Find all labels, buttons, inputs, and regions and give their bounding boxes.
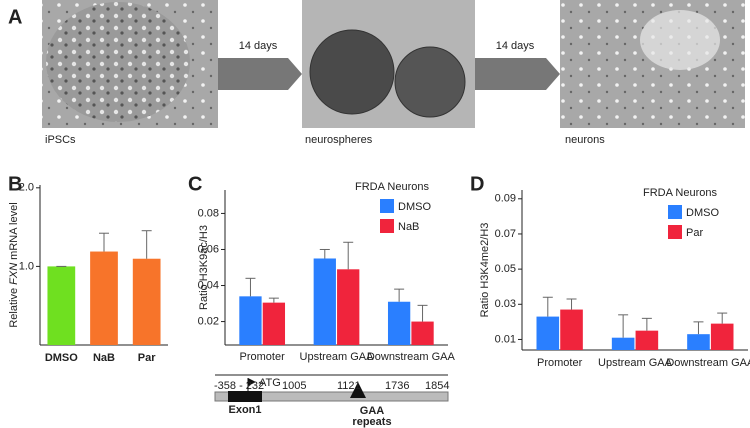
y-tick-label: 2.0 <box>19 182 34 194</box>
bar <box>560 309 583 350</box>
neurosphere <box>394 46 466 118</box>
bar <box>611 337 635 350</box>
y-axis-label-part: Ratio H3K9ac/H3 <box>198 225 210 310</box>
x-tick-label: Downstream GAA <box>666 357 750 369</box>
exon <box>228 391 262 402</box>
arrow <box>475 58 560 90</box>
caption: iPSCs <box>45 134 76 146</box>
legend-label: DMSO <box>686 207 719 219</box>
legend-swatch <box>668 205 682 219</box>
x-tick-label: DMSO <box>45 352 78 364</box>
panel-label: B <box>8 173 22 195</box>
bar <box>90 251 118 345</box>
bar <box>635 330 659 350</box>
atg-flag <box>248 378 256 386</box>
y-tick-label: 0.04 <box>198 279 219 291</box>
legend-swatch <box>668 225 682 239</box>
y-tick-label: 0.02 <box>198 315 219 327</box>
bar <box>313 258 336 345</box>
caption: neurospheres <box>305 134 373 146</box>
panel-label: A <box>8 6 22 28</box>
bar <box>687 334 710 350</box>
x-tick-label: Upstream GAA <box>300 351 375 363</box>
y-axis-label-part: FXN <box>8 263 20 285</box>
y-axis-label: Ratio H3K4me2/H3 <box>479 223 491 318</box>
neuron-cluster <box>640 10 720 70</box>
colony <box>46 2 190 122</box>
y-axis-label-part: Relative <box>8 285 20 328</box>
y-axis-label: Relative FXN mRNA level <box>8 202 20 327</box>
x-tick-label: NaB <box>93 352 115 364</box>
neurosphere <box>309 29 395 115</box>
bar <box>411 321 434 345</box>
y-tick-label: 0.03 <box>495 298 516 310</box>
atg-label: ATG <box>259 377 281 389</box>
legend-title: FRDA Neurons <box>355 181 429 193</box>
bar <box>47 266 76 345</box>
y-tick-label: 1.0 <box>19 260 34 272</box>
y-tick-label: 0.09 <box>495 193 516 205</box>
bar <box>387 301 411 345</box>
legend-swatch <box>380 199 394 213</box>
caption: neurons <box>565 134 605 146</box>
exon-label: Exon1 <box>228 404 261 416</box>
y-tick-label: 0.05 <box>495 263 516 275</box>
repeat-marker <box>350 382 366 398</box>
y-tick-label: 0.07 <box>495 228 516 240</box>
x-tick-label: Upstream GAA <box>598 357 673 369</box>
y-axis-label: Ratio H3K9ac/H3 <box>198 225 210 310</box>
panel-label: C <box>188 173 202 195</box>
legend-label: DMSO <box>398 201 431 213</box>
bar <box>337 269 360 345</box>
y-tick-label: 0.06 <box>198 243 219 255</box>
coordinate: 1736 <box>385 380 409 392</box>
y-tick-label: 0.08 <box>198 207 219 219</box>
coordinate: 1854 <box>425 380 449 392</box>
coordinate: 1005 <box>282 380 306 392</box>
y-tick-label: 0.01 <box>495 333 516 345</box>
bar <box>710 323 734 350</box>
bar <box>536 316 560 350</box>
arrow <box>218 58 302 90</box>
legend-swatch <box>380 219 394 233</box>
x-tick-label: Downstream GAA <box>367 351 456 363</box>
y-axis-label-part: mRNA level <box>8 202 20 263</box>
arrow-label: 14 days <box>239 40 278 52</box>
gene-bar <box>214 391 449 402</box>
bar <box>132 258 161 345</box>
x-tick-label: Par <box>138 352 156 364</box>
bar <box>239 296 262 345</box>
arrow-label: 14 days <box>496 40 535 52</box>
y-axis-label-part: Ratio H3K4me2/H3 <box>479 223 491 318</box>
coordinate: -358 - 232 <box>214 380 264 392</box>
repeat-label: repeats <box>352 416 391 428</box>
x-tick-label: Promoter <box>537 357 583 369</box>
bar <box>262 302 286 345</box>
legend-label: Par <box>686 227 703 239</box>
panel-label: D <box>470 173 484 195</box>
legend-label: NaB <box>398 221 419 233</box>
x-tick-label: Promoter <box>240 351 286 363</box>
repeat-label: GAA <box>360 405 385 417</box>
coordinate: 1121 <box>337 380 361 392</box>
legend-title: FRDA Neurons <box>643 187 717 199</box>
